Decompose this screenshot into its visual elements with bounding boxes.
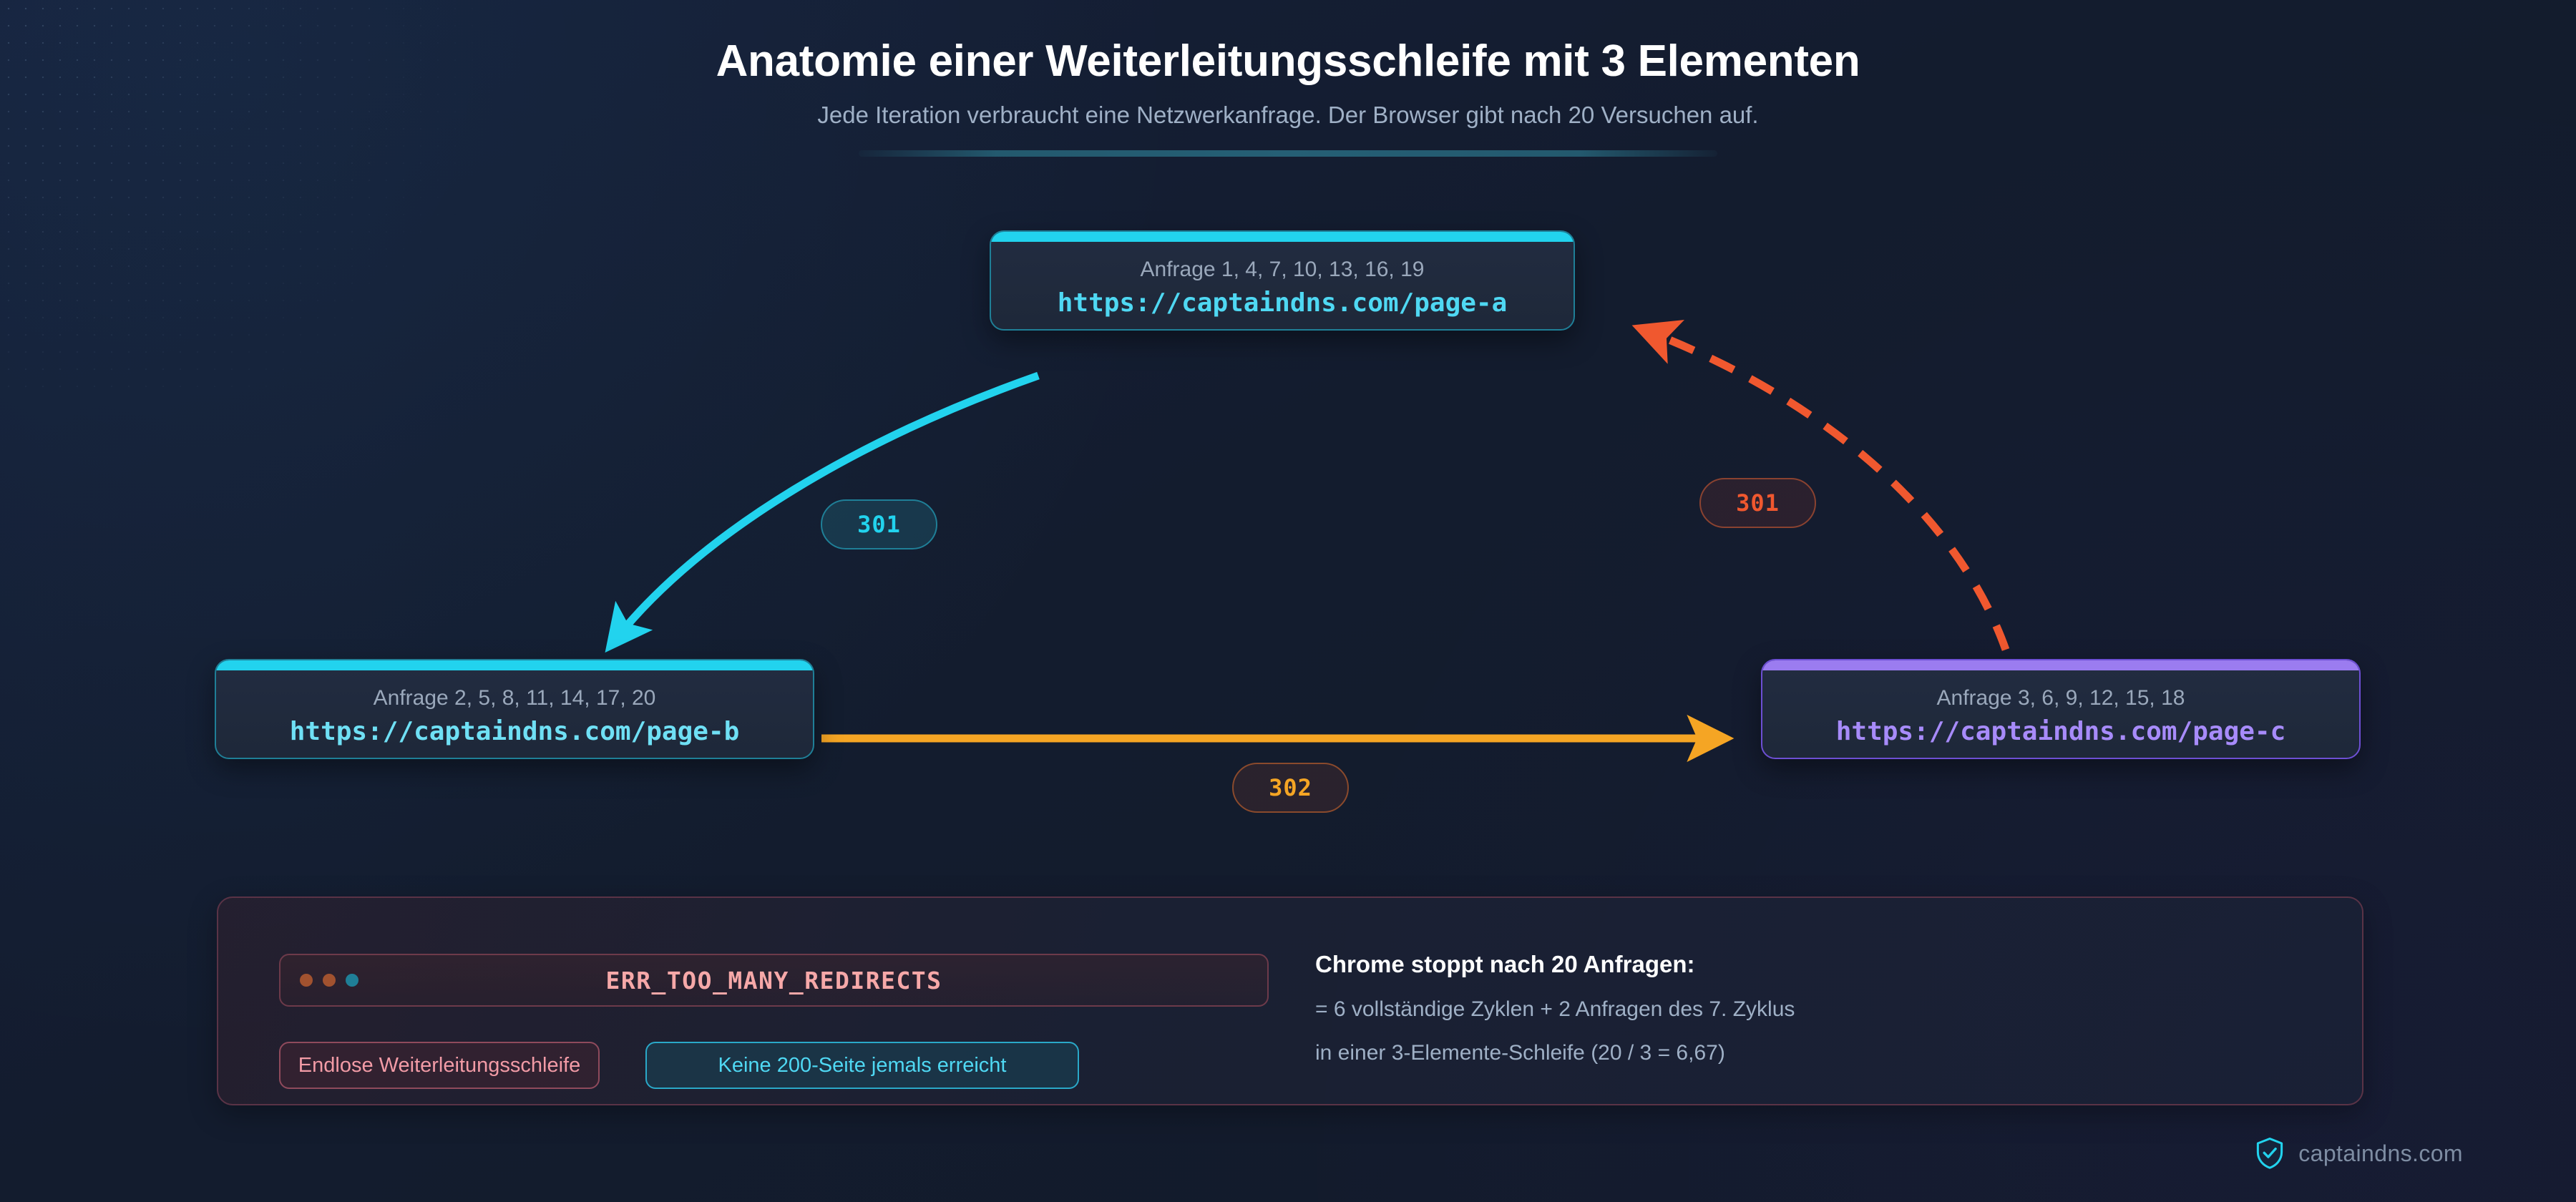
node-page-c[interactable]: Anfrage 3, 6, 9, 12, 15, 18 https://capt… bbox=[1761, 659, 2361, 759]
summary-heading: Chrome stoppt nach 20 Anfragen: bbox=[1315, 951, 1695, 977]
summary-line-1: = 6 vollständige Zyklen + 2 Anfragen des… bbox=[1315, 997, 1795, 1021]
node-page-a-url: https://captaindns.com/page-a bbox=[1057, 288, 1508, 318]
edge-c-to-a bbox=[1631, 320, 2010, 651]
shield-check-icon bbox=[2254, 1137, 2285, 1170]
error-code-text: ERR_TOO_MANY_REDIRECTS bbox=[605, 966, 942, 995]
traffic-light-dot-yellow bbox=[323, 974, 336, 987]
summary-panel: ERR_TOO_MANY_REDIRECTS Endlose Weiterlei… bbox=[217, 896, 2363, 1105]
node-page-a-accent-bar bbox=[991, 232, 1574, 242]
status-badge-302-b-to-c: 302 bbox=[1232, 763, 1349, 813]
footer-branding: captaindns.com bbox=[2254, 1137, 2463, 1170]
node-page-c-url: https://captaindns.com/page-c bbox=[1835, 716, 2286, 746]
status-badge-301-c-to-a: 301 bbox=[1699, 478, 1816, 528]
brand-name: captaindns.com bbox=[2298, 1140, 2463, 1166]
node-page-b-requests: Anfrage 2, 5, 8, 11, 14, 17, 20 bbox=[373, 685, 656, 710]
tag-endless-redirect-loop: Endlose Weiterleitungsschleife bbox=[279, 1042, 600, 1089]
node-page-c-requests: Anfrage 3, 6, 9, 12, 15, 18 bbox=[1936, 685, 2185, 710]
summary-line-2: in einer 3-Elemente-Schleife (20 / 3 = 6… bbox=[1315, 1040, 1725, 1065]
browser-error-bar: ERR_TOO_MANY_REDIRECTS bbox=[279, 954, 1269, 1007]
header-divider bbox=[859, 150, 1717, 157]
traffic-light-dots bbox=[300, 974, 358, 987]
header: Anatomie einer Weiterleitungsschleife mi… bbox=[0, 36, 2576, 157]
node-page-a-requests: Anfrage 1, 4, 7, 10, 13, 16, 19 bbox=[1140, 257, 1425, 281]
node-page-c-accent-bar bbox=[1762, 660, 2359, 670]
summary-explanation: Chrome stoppt nach 20 Anfragen: = 6 voll… bbox=[1315, 950, 2303, 1066]
page-subtitle: Jede Iteration verbraucht eine Netzwerka… bbox=[817, 102, 1759, 129]
status-badge-301-a-to-b: 301 bbox=[821, 499, 937, 549]
node-page-a[interactable]: Anfrage 1, 4, 7, 10, 13, 16, 19 https://… bbox=[990, 230, 1575, 331]
traffic-light-dot-green bbox=[346, 974, 358, 987]
node-page-b[interactable]: Anfrage 2, 5, 8, 11, 14, 17, 20 https://… bbox=[215, 659, 814, 759]
tag-no-200-page: Keine 200-Seite jemals erreicht bbox=[645, 1042, 1079, 1089]
page-title: Anatomie einer Weiterleitungsschleife mi… bbox=[716, 36, 1860, 86]
node-page-b-accent-bar bbox=[216, 660, 813, 670]
traffic-light-dot-red bbox=[300, 974, 313, 987]
node-page-b-url: https://captaindns.com/page-b bbox=[289, 716, 740, 746]
